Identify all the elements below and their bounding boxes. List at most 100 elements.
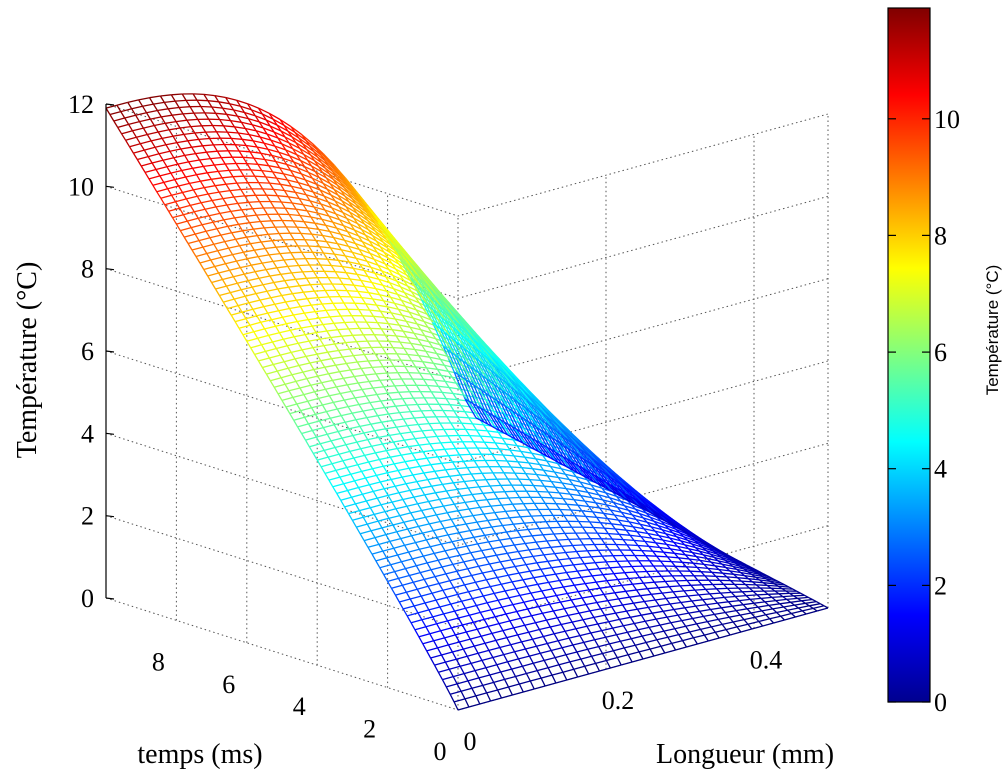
mesh-segment: [437, 644, 449, 649]
mesh-segment: [518, 549, 530, 553]
mesh-segment: [141, 162, 153, 167]
mesh-segment: [239, 169, 245, 177]
mesh-segment: [298, 198, 304, 206]
mesh-segment: [557, 477, 563, 484]
mesh-segment: [436, 308, 442, 315]
mesh-segment: [431, 592, 437, 601]
mesh-segment: [344, 322, 350, 330]
mesh-segment: [569, 493, 575, 501]
mesh-segment: [469, 638, 475, 647]
mesh-segment: [281, 293, 293, 297]
mesh-segment: [450, 627, 456, 636]
mesh-segment: [250, 109, 256, 117]
mesh-segment: [783, 604, 795, 608]
mesh-segment: [303, 166, 309, 173]
mesh-segment: [396, 294, 402, 301]
mesh-segment: [488, 539, 500, 543]
mesh-segment: [181, 170, 187, 178]
mesh-segment: [301, 251, 307, 259]
mesh-segment: [341, 356, 347, 364]
mesh-segment: [447, 370, 453, 378]
mesh-segment: [430, 462, 442, 466]
mesh-segment: [407, 423, 419, 427]
mesh-segment: [386, 290, 392, 298]
mesh-segment: [475, 692, 487, 697]
mesh-segment: [442, 391, 454, 395]
mesh-segment: [296, 208, 308, 212]
mesh-segment: [344, 397, 356, 401]
mesh-segment: [471, 356, 477, 364]
mesh-segment: [290, 126, 303, 136]
mesh-segment: [340, 499, 346, 508]
mesh-segment: [454, 523, 467, 527]
mesh-segment: [529, 568, 541, 572]
mesh-segment: [193, 112, 199, 120]
mesh-segment: [363, 354, 369, 362]
mesh-segment: [415, 539, 427, 544]
mesh-segment: [160, 194, 172, 199]
mesh-segment: [746, 606, 759, 610]
mesh-segment: [529, 478, 541, 482]
mesh-segment: [358, 308, 370, 311]
mesh-segment: [588, 568, 600, 571]
mesh-segment: [464, 479, 476, 483]
mesh-segment: [720, 591, 732, 594]
mesh-segment: [487, 518, 499, 522]
mesh-segment: [598, 469, 611, 485]
mesh-segment: [491, 414, 504, 433]
mesh-segment: [292, 148, 298, 155]
mesh-segment: [600, 606, 612, 610]
mesh-segment: [476, 602, 488, 607]
mesh-segment: [260, 321, 266, 330]
mesh-segment: [334, 253, 346, 257]
mesh-segment: [606, 504, 618, 509]
mesh-segment: [635, 570, 647, 573]
mesh-segment: [399, 410, 411, 414]
mesh-segment: [201, 221, 214, 226]
mesh-segment: [251, 124, 257, 132]
mesh-segment: [448, 387, 454, 394]
mesh-segment: [602, 574, 608, 582]
mesh-segment: [302, 204, 308, 212]
mesh-segment: [338, 206, 344, 213]
mesh-segment: [515, 490, 521, 498]
mesh-segment: [576, 648, 588, 653]
mesh-segment: [321, 171, 334, 180]
mesh-segment: [417, 585, 429, 590]
mesh-segment: [170, 94, 176, 102]
mesh-segment: [292, 397, 298, 405]
mesh-segment: [425, 350, 437, 355]
mesh-segment: [670, 548, 682, 552]
mesh-segment: [179, 204, 191, 209]
mesh-segment: [426, 456, 438, 459]
mesh-segment: [193, 186, 205, 191]
mesh-segment: [391, 399, 397, 407]
mesh-segment: [266, 288, 278, 292]
mesh-segment: [610, 664, 622, 669]
mesh-segment: [392, 274, 398, 282]
mesh-segment: [373, 406, 385, 410]
mesh-segment: [232, 251, 244, 256]
mesh-segment: [199, 180, 205, 188]
mesh-segment: [189, 205, 195, 213]
mesh-segment: [813, 605, 825, 610]
mesh-segment: [510, 641, 522, 646]
mesh-segment: [375, 557, 387, 562]
mesh-segment: [436, 353, 442, 360]
mesh-segment: [257, 107, 263, 115]
mesh-segment: [198, 240, 204, 248]
mesh-segment: [493, 491, 505, 493]
mesh-segment: [516, 608, 528, 613]
mesh-segment: [475, 412, 481, 420]
mesh-segment: [656, 555, 668, 558]
mesh-segment: [245, 127, 257, 132]
mesh-segment: [375, 449, 387, 454]
mesh-segment: [457, 416, 463, 424]
mesh-segment: [381, 421, 387, 430]
mesh-segment: [424, 494, 430, 502]
mesh-segment: [262, 127, 268, 135]
mesh-segment: [267, 148, 279, 153]
mesh-segment: [687, 539, 699, 545]
mesh-segment: [724, 595, 736, 599]
mesh-segment: [277, 137, 290, 144]
